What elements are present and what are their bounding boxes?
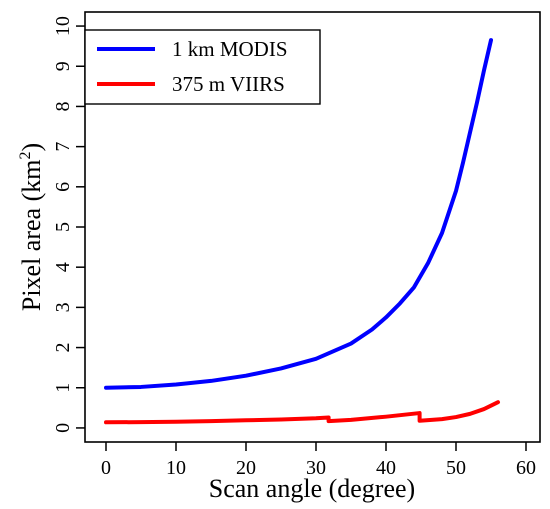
x-axis-label: Scan angle (degree): [209, 474, 415, 503]
y-tick-label: 8: [52, 101, 74, 111]
x-tick-label: 50: [446, 457, 466, 479]
legend: 1 km MODIS 375 m VIIRS: [84, 29, 321, 105]
y-axis-label-close: ): [17, 143, 46, 152]
series-lines: [104, 38, 500, 425]
x-tick-label: 40: [376, 457, 396, 479]
series-line-0: [104, 38, 493, 390]
y-tick-label: 9: [52, 61, 74, 71]
legend-label-modis: 1 km MODIS: [172, 37, 288, 61]
y-axis-ticks: 0 1 2 3 4 5 6 7 8 9 10: [52, 16, 85, 433]
x-tick-label: 60: [516, 457, 536, 479]
y-axis-label-superscript: 2: [17, 152, 34, 160]
x-axis-ticks: 0 10 20 30 40 50 60: [101, 442, 536, 479]
y-tick-label: 1: [52, 383, 74, 393]
y-tick-label: 2: [52, 343, 74, 353]
y-tick-label: 6: [52, 182, 74, 192]
x-tick-label: 0: [101, 457, 111, 479]
y-tick-label: 3: [52, 302, 74, 312]
y-axis-label: Pixel area (km2): [17, 143, 46, 311]
y-tick-label: 5: [52, 222, 74, 232]
y-tick-label: 7: [52, 142, 74, 152]
legend-box: [84, 29, 321, 105]
y-tick-label: 4: [52, 262, 74, 272]
x-tick-label: 20: [236, 457, 256, 479]
x-tick-label: 30: [306, 457, 326, 479]
y-tick-label: 0: [52, 423, 74, 433]
y-axis-label-main: Pixel area (km: [17, 160, 46, 312]
legend-label-viirs: 375 m VIIRS: [172, 72, 285, 96]
y-tick-label: 10: [52, 16, 74, 36]
series-line-1: [104, 400, 500, 425]
x-tick-label: 10: [166, 457, 186, 479]
